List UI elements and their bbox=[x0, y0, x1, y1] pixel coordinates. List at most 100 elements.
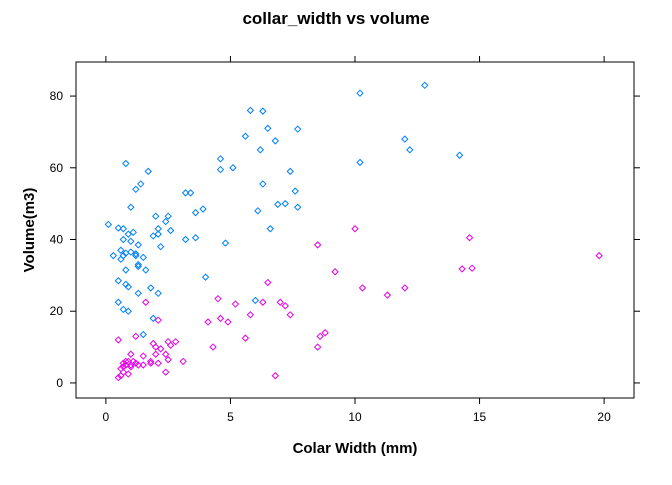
data-point bbox=[139, 352, 147, 360]
data-point bbox=[152, 212, 160, 220]
data-point bbox=[114, 224, 123, 232]
y-tick-label: 20 bbox=[50, 304, 64, 318]
data-point bbox=[149, 314, 157, 323]
data-point bbox=[161, 350, 170, 358]
data-point bbox=[154, 359, 162, 367]
data-point bbox=[259, 107, 267, 115]
data-point bbox=[254, 207, 262, 215]
data-point bbox=[152, 343, 160, 351]
data-point bbox=[137, 180, 145, 188]
data-point bbox=[216, 155, 225, 163]
data-point bbox=[291, 187, 299, 195]
data-point bbox=[214, 294, 222, 303]
y-tick-label: 40 bbox=[50, 233, 64, 247]
data-point bbox=[401, 135, 409, 143]
data-point bbox=[124, 307, 133, 315]
data-point bbox=[286, 311, 294, 319]
data-point bbox=[281, 302, 289, 310]
data-point bbox=[119, 305, 128, 314]
data-point bbox=[259, 298, 267, 306]
data-point bbox=[468, 264, 476, 272]
data-point bbox=[139, 330, 147, 339]
data-point bbox=[144, 167, 152, 176]
data-point bbox=[179, 357, 187, 366]
data-point bbox=[139, 361, 147, 369]
data-point bbox=[134, 241, 142, 249]
data-point bbox=[117, 255, 125, 263]
data-point bbox=[142, 266, 150, 274]
data-point bbox=[191, 234, 200, 242]
x-tick-label: 20 bbox=[597, 410, 611, 424]
data-point bbox=[266, 225, 275, 233]
data-point bbox=[132, 250, 140, 258]
data-point bbox=[122, 159, 130, 168]
x-tick-label: 5 bbox=[227, 410, 234, 424]
data-point bbox=[127, 237, 135, 246]
data-point bbox=[161, 368, 170, 376]
data-point bbox=[356, 89, 364, 97]
data-point bbox=[271, 137, 279, 145]
data-point bbox=[181, 235, 190, 244]
y-tick-label: 80 bbox=[50, 89, 64, 103]
data-point bbox=[246, 106, 255, 115]
data-point bbox=[154, 289, 162, 297]
data-point bbox=[241, 132, 250, 140]
data-point bbox=[132, 185, 140, 194]
data-point bbox=[465, 234, 474, 242]
data-point bbox=[132, 332, 140, 341]
data-point bbox=[224, 318, 232, 326]
data-point bbox=[124, 283, 133, 291]
data-point bbox=[181, 189, 190, 197]
data-point bbox=[276, 298, 284, 306]
data-point bbox=[154, 230, 162, 238]
data-point bbox=[313, 241, 322, 249]
data-point bbox=[401, 284, 409, 292]
data-point bbox=[149, 339, 157, 348]
data-point bbox=[134, 361, 142, 369]
x-tick-label: 15 bbox=[473, 410, 487, 424]
data-point bbox=[406, 146, 414, 154]
data-point bbox=[356, 158, 364, 167]
data-point bbox=[229, 164, 237, 172]
data-point bbox=[132, 251, 140, 260]
data-point bbox=[164, 212, 172, 220]
data-point bbox=[259, 180, 267, 188]
y-tick-label: 60 bbox=[50, 161, 64, 175]
data-point bbox=[595, 251, 603, 260]
data-point bbox=[119, 368, 128, 376]
data-point bbox=[114, 298, 123, 306]
y-axis-label: Volume(m3) bbox=[21, 188, 38, 273]
data-point bbox=[231, 300, 240, 308]
data-point bbox=[321, 329, 329, 337]
data-point bbox=[251, 296, 260, 305]
data-point bbox=[281, 199, 289, 208]
axis-ticks: 0 5 10 15 20 0 20 40 60 80 bbox=[50, 56, 640, 424]
data-point bbox=[171, 337, 180, 346]
data-point bbox=[152, 350, 160, 358]
data-points bbox=[104, 81, 603, 382]
data-point bbox=[216, 314, 225, 323]
data-point bbox=[313, 343, 322, 351]
data-point bbox=[124, 230, 133, 238]
data-point bbox=[104, 220, 113, 229]
data-point bbox=[264, 124, 272, 133]
data-point bbox=[149, 232, 157, 240]
data-point bbox=[134, 262, 142, 271]
x-tick-label: 0 bbox=[103, 410, 110, 424]
data-point bbox=[156, 242, 165, 251]
data-point bbox=[164, 337, 172, 346]
data-point bbox=[316, 332, 324, 341]
data-point bbox=[458, 265, 466, 273]
data-point bbox=[293, 203, 302, 211]
data-point bbox=[351, 225, 359, 233]
data-point bbox=[109, 251, 118, 260]
data-point bbox=[216, 165, 225, 174]
data-point bbox=[383, 291, 392, 299]
data-point bbox=[246, 311, 255, 319]
x-axis-label: Colar Width (mm) bbox=[293, 440, 418, 457]
y-tick-label: 0 bbox=[56, 376, 63, 390]
data-point bbox=[127, 350, 135, 358]
data-point bbox=[134, 260, 142, 269]
